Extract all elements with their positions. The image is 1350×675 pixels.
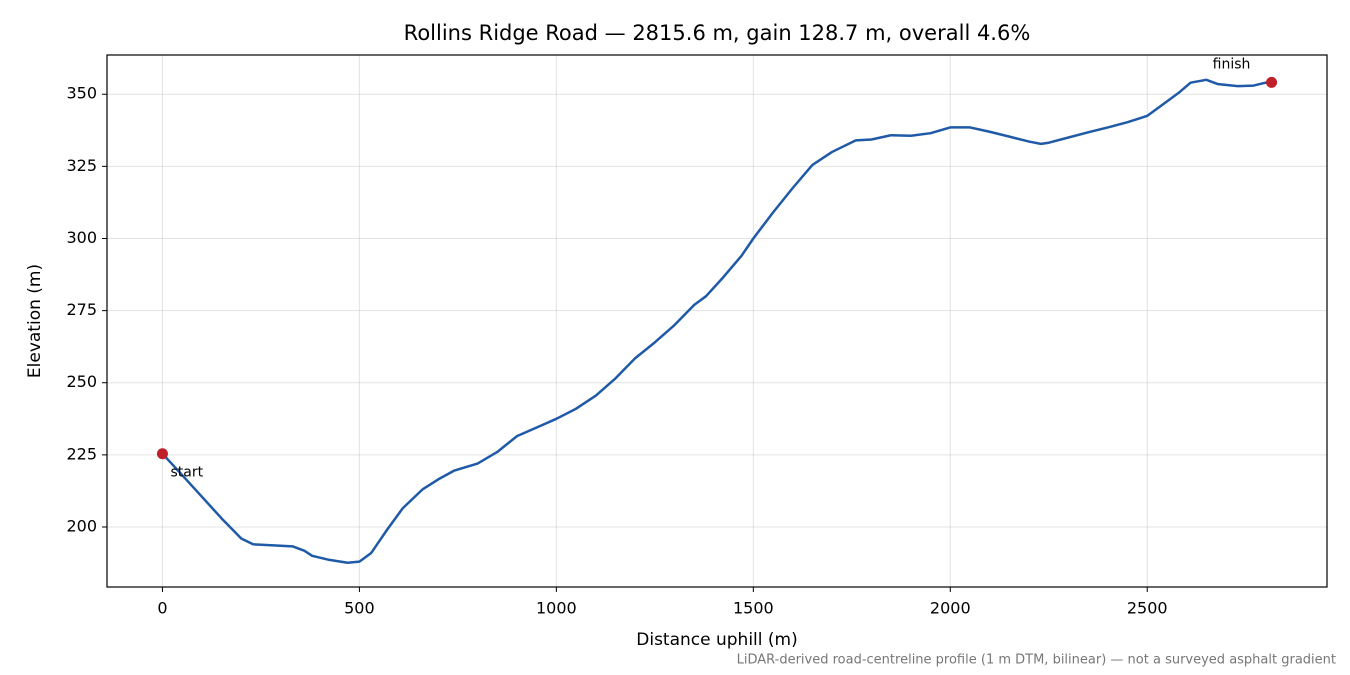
x-tick-label: 2000 — [930, 599, 971, 618]
y-tick-label: 350 — [66, 84, 97, 103]
x-tick-label: 2500 — [1127, 599, 1168, 618]
elevation-line — [161, 78, 1272, 565]
x-tick-label: 500 — [344, 599, 375, 618]
endpoint-marker — [1266, 76, 1278, 88]
x-tick-label: 0 — [157, 599, 167, 618]
endpoint-marker — [156, 448, 168, 460]
y-tick-label: 250 — [66, 372, 97, 391]
footnote: LiDAR-derived road-centreline profile (1… — [737, 653, 1336, 668]
x-tick-label: 1500 — [733, 599, 774, 618]
annotation: start — [170, 465, 203, 481]
y-tick-label: 325 — [66, 156, 97, 175]
y-tick-label: 275 — [66, 300, 97, 319]
y-axis-label: Elevation (m) — [25, 264, 45, 378]
y-tick-label: 225 — [66, 444, 97, 463]
x-tick-label: 1000 — [536, 599, 577, 618]
y-tick-label: 200 — [66, 516, 97, 535]
chart-title: Rollins Ridge Road — 2815.6 m, gain 128.… — [404, 21, 1031, 45]
plot-frame — [106, 54, 1328, 588]
annotation: finish — [1213, 56, 1251, 72]
x-axis-label: Distance uphill (m) — [636, 630, 797, 650]
y-tick-label: 300 — [66, 228, 97, 247]
